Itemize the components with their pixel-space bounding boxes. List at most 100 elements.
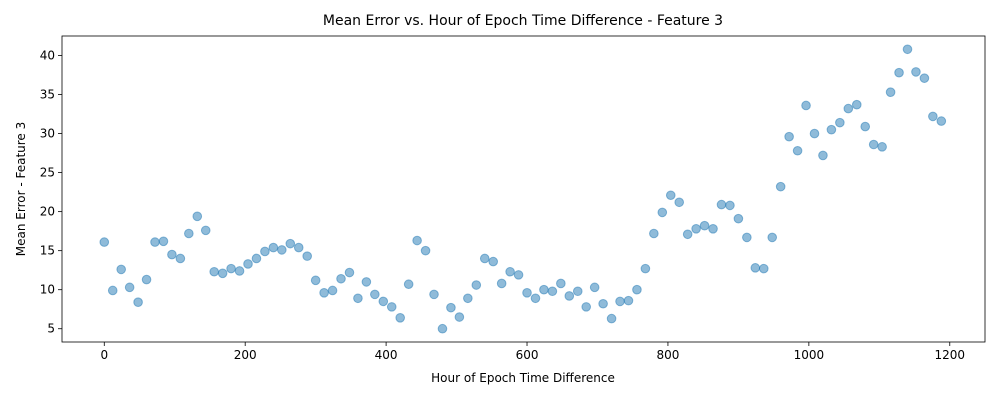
data-point [894,67,904,78]
data-point [589,282,600,293]
x-axis: 0 200 400 600 800 1000 1200 [100,342,965,362]
x-axis-label: Hour of Epoch Time Difference [431,371,615,385]
y-tick-label: 20 [40,205,55,219]
data-point [437,323,448,334]
data-point [885,87,896,98]
y-tick-label: 15 [40,244,55,258]
y-axis: 5 10 15 20 25 30 35 40 [40,49,62,336]
data-point [471,280,482,290]
data-point [699,220,710,231]
data-point [674,197,685,208]
y-tick-label: 35 [40,88,55,102]
data-point [868,139,879,150]
data-point [716,199,727,210]
data-point [682,229,693,240]
data-point [572,286,583,297]
data-point [370,289,380,300]
data-point [936,116,947,126]
data-point [928,111,938,122]
data-point [395,313,405,323]
data-point [725,200,735,211]
data-point [454,312,465,322]
x-tick-label: 600 [516,348,539,362]
data-point [420,245,431,256]
data-point [344,267,355,278]
y-tick-label: 10 [40,283,55,297]
data-point [733,213,744,224]
data-point [649,228,659,239]
data-point [767,232,778,243]
data-point [268,242,279,253]
data-point [691,224,701,234]
data-point [412,235,422,246]
plot-frame [61,35,986,343]
data-point [463,293,473,304]
data-point [243,259,253,269]
data-point [200,225,211,236]
chart-title: Mean Error vs. Hour of Epoch Time Differ… [323,13,723,29]
data-point [742,232,752,243]
data-point [547,286,558,297]
data-point [234,266,245,276]
data-point [141,274,152,285]
data-point [522,288,532,298]
data-point [479,253,490,264]
data-point [446,302,456,313]
data-point [116,264,126,275]
data-point [260,246,270,257]
data-point [801,100,811,111]
data-point [496,278,507,289]
data-point [640,263,651,274]
data-point [818,150,828,161]
data-point [556,278,566,289]
data-point [319,288,329,298]
x-tick-label: 1200 [934,348,965,362]
data-point [361,277,372,287]
data-point [708,224,718,234]
data-point [310,275,321,286]
data-point [902,44,913,55]
data-point [158,236,169,247]
data-point [353,293,363,304]
data-point [606,313,617,324]
data-point [581,302,592,312]
data-point [277,245,287,255]
data-point [107,285,118,296]
data-point [598,298,608,309]
data-point [919,73,930,83]
data-point [488,256,499,267]
data-point [539,284,549,295]
data-point [336,273,346,284]
data-point [184,228,194,239]
data-point [809,128,820,139]
data-point [792,145,803,156]
data-point [226,263,236,274]
data-point [386,302,397,312]
data-point [167,249,177,260]
data-point [911,67,921,77]
x-tick-label: 200 [234,348,257,362]
data-point [124,282,135,293]
data-point [99,237,110,247]
data-point [513,270,524,280]
data-point [251,253,262,264]
data-point [758,263,769,274]
data-point [750,263,761,273]
data-point [784,131,794,142]
data-point [860,121,871,132]
data-point [665,190,676,201]
data-point [327,285,338,296]
data-point [302,251,312,261]
data-point [530,293,541,304]
data-point [632,284,642,295]
data-point [835,117,845,128]
y-tick-label: 5 [47,322,55,336]
y-axis-label: Mean Error - Feature 3 [14,122,28,257]
data-point [175,253,186,264]
data-point [877,142,887,152]
data-point [192,211,203,222]
x-tick-label: 800 [656,348,679,362]
data-point [615,296,625,307]
data-point [505,266,515,277]
